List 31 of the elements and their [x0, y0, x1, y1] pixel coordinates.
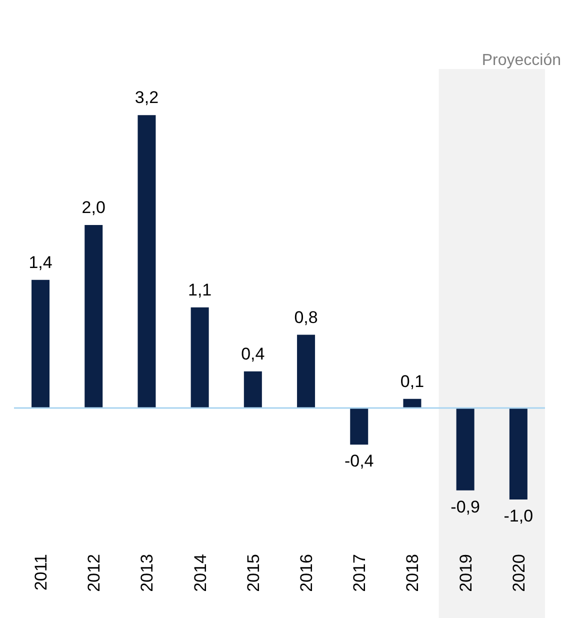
data-label: 3,2	[134, 88, 159, 108]
bar	[190, 307, 209, 408]
data-label: -1,0	[504, 506, 534, 526]
data-label: 0,8	[294, 308, 318, 327]
x-tick-label: 2012	[84, 554, 104, 592]
bar	[138, 115, 156, 408]
data-label: 1,1	[188, 280, 212, 300]
data-label: 0,4	[241, 344, 265, 364]
bar	[456, 408, 474, 490]
band-label: Proyección	[482, 52, 561, 69]
bar	[403, 398, 422, 408]
x-tick-label: 2013	[138, 554, 157, 592]
bar	[509, 408, 528, 500]
x-tick-label: 2014	[190, 554, 210, 592]
x-tick-label: 2017	[350, 554, 370, 592]
bar	[84, 224, 103, 408]
data-label: 0,1	[400, 372, 424, 391]
data-label: -0,9	[450, 497, 480, 516]
x-tick-label: 2019	[456, 554, 476, 592]
bar	[350, 408, 368, 445]
x-tick-label: 2015	[244, 554, 263, 592]
x-tick-label: 2011	[32, 554, 50, 591]
x-tick-label: 2018	[403, 554, 422, 592]
bar	[244, 371, 262, 408]
bar	[32, 280, 50, 408]
x-tick-label: 2016	[297, 554, 316, 592]
data-label: -0,4	[344, 452, 374, 471]
data-label: 2,0	[82, 198, 106, 217]
x-tick-label: 2020	[509, 554, 528, 592]
data-label: 1,4	[28, 252, 52, 272]
bar	[297, 334, 316, 408]
